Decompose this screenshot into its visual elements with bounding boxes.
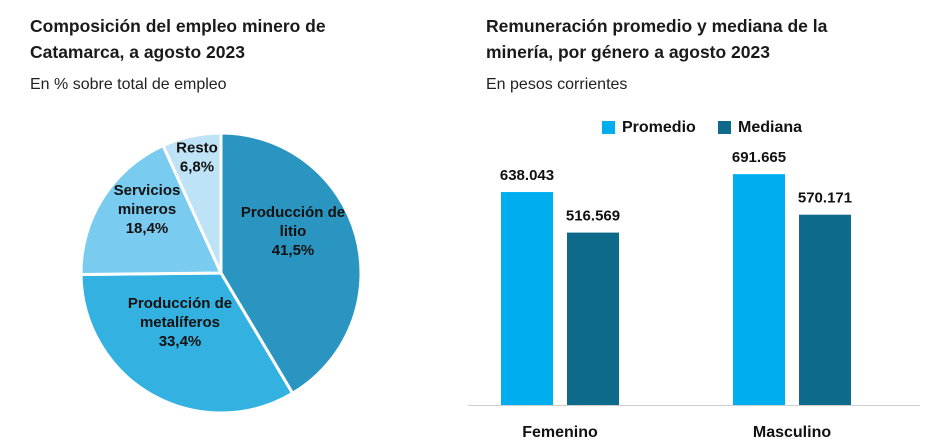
pie-panel: Composición del empleo minero de Catamar… xyxy=(0,0,460,445)
bar-panel: Remuneración promedio y mediana de la mi… xyxy=(462,0,934,445)
bar-title-line2: minería, por género a agosto 2023 xyxy=(486,42,770,62)
pie-chart: Producción de litio 41,5% Producción de meta… xyxy=(79,131,363,415)
pie-slice xyxy=(161,131,223,274)
pie-slice-name-label: Servicios xyxy=(114,182,181,199)
pie-slice xyxy=(79,143,224,277)
pie-subtitle: En % sobre total de empleo xyxy=(30,76,227,93)
pie-slice-value-label: 18,4% xyxy=(126,220,169,237)
bar xyxy=(501,192,553,405)
pie-slice-value-label: 6,8% xyxy=(180,158,214,175)
category-label: Masculino xyxy=(753,424,831,441)
pie-slice-name-label: Producción de xyxy=(128,295,232,312)
bar-value-label: 691.665 xyxy=(732,149,786,166)
legend-label: Mediana xyxy=(738,119,802,136)
bar-subtitle: En pesos corrientes xyxy=(486,76,628,93)
bar-title-line1: Remuneración promedio y mediana de la xyxy=(486,16,828,36)
bar-chart: Promedio Mediana 638.043 516.569 Femenino 691… xyxy=(468,119,920,441)
category-label: Femenino xyxy=(522,424,598,441)
bar xyxy=(567,232,619,405)
pie-slice-name-label: Resto xyxy=(176,139,218,156)
bar-title: Remuneración promedio y mediana de la mi… xyxy=(486,13,827,65)
pie-slice-value-label: 41,5% xyxy=(272,242,315,259)
pie-title-line2: Catamarca, a agosto 2023 xyxy=(30,42,245,62)
pie-slice xyxy=(79,271,295,415)
pie-slice-name-label: litio xyxy=(280,223,307,240)
bar-value-label: 516.569 xyxy=(566,208,620,225)
pie-slice-name-label: metalíferos xyxy=(140,314,220,331)
legend-swatch xyxy=(718,121,731,134)
pie-slice-name-label: Producción de xyxy=(241,204,345,221)
pie-slice-value-label: 33,4% xyxy=(159,333,202,350)
bar-value-label: 570.171 xyxy=(798,190,852,207)
pie-title-line1: Composición del empleo minero de xyxy=(30,16,326,36)
bar-value-label: 638.043 xyxy=(500,167,554,184)
legend-label: Promedio xyxy=(622,119,696,136)
bar xyxy=(799,214,851,405)
bar xyxy=(733,174,785,405)
pie-slice-name-label: mineros xyxy=(118,201,176,218)
legend-swatch xyxy=(602,121,615,134)
pie-slice xyxy=(219,131,363,396)
pie-title: Composición del empleo minero de Catamar… xyxy=(30,13,326,65)
